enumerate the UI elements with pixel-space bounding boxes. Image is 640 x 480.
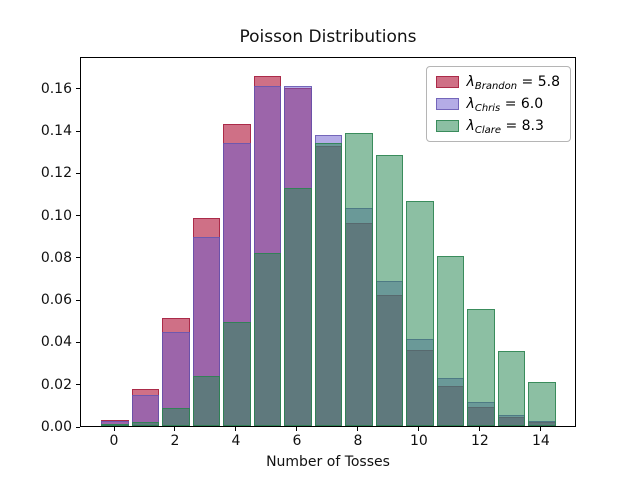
- x-tick-label-8: 8: [353, 433, 363, 449]
- y-tick-mark-0.10: [76, 215, 80, 217]
- legend-value-brandon: = 5.8: [517, 74, 560, 90]
- bar-clare-6: [284, 187, 312, 426]
- y-tick-mark-0.00: [76, 426, 80, 428]
- bar-clare-1: [131, 421, 160, 426]
- x-tick-mark-6: [296, 427, 298, 431]
- bar-clare-0: [101, 424, 129, 426]
- legend-swatch-brandon: [435, 76, 459, 88]
- y-tick-mark-0.04: [76, 341, 80, 343]
- x-axis-label: Number of Tosses: [266, 454, 390, 470]
- bar-clare-11: [436, 256, 465, 426]
- x-tick-label-4: 4: [231, 433, 241, 449]
- bar-clare-8: [345, 132, 373, 426]
- y-tick-mark-0.16: [76, 88, 80, 90]
- x-tick-label-14: 14: [532, 433, 550, 449]
- legend: λBrandon = 5.8 λChris = 6.0 λClare = 8.3: [425, 66, 571, 142]
- y-tick-label-0.10: 0.10: [40, 207, 72, 224]
- legend-value-chris: = 6.0: [500, 96, 544, 112]
- y-tick-mark-0.12: [76, 172, 80, 174]
- legend-row-clare: λClare = 8.3: [435, 118, 560, 136]
- legend-subscript-brandon: Brandon: [474, 81, 518, 92]
- x-tick-mark-2: [174, 427, 176, 431]
- x-tick-label-2: 2: [170, 433, 180, 449]
- x-tick-mark-8: [357, 427, 359, 431]
- x-tick-mark-10: [418, 427, 420, 431]
- x-tick-label-0: 0: [109, 433, 119, 449]
- x-tick-label-10: 10: [410, 433, 428, 449]
- legend-swatch-chris: [435, 98, 459, 110]
- bar-clare-12: [467, 308, 495, 426]
- bar-clare-9: [375, 155, 404, 426]
- bars-layer: [81, 58, 575, 426]
- x-tick-mark-0: [113, 427, 115, 431]
- y-tick-label-0.06: 0.06: [40, 292, 72, 309]
- bar-clare-14: [528, 381, 556, 426]
- bar-clare-5: [253, 253, 282, 426]
- y-tick-label-0.08: 0.08: [40, 249, 72, 266]
- legend-value-clare: = 8.3: [501, 118, 544, 134]
- legend-lambda-symbol: λ: [466, 118, 475, 134]
- x-tick-mark-4: [235, 427, 237, 431]
- y-tick-mark-0.14: [76, 130, 80, 132]
- legend-label-brandon: λBrandon = 5.8: [466, 74, 560, 92]
- bar-clare-4: [223, 322, 251, 426]
- legend-label-chris: λChris = 6.0: [466, 96, 544, 114]
- x-tick-label-6: 6: [292, 433, 302, 449]
- y-tick-mark-0.08: [76, 257, 80, 259]
- y-tick-label-0.12: 0.12: [40, 165, 72, 182]
- plot-area: λBrandon = 5.8 λChris = 6.0 λClare = 8.3: [80, 57, 576, 427]
- bar-clare-3: [192, 375, 221, 426]
- x-tick-label-12: 12: [471, 433, 489, 449]
- legend-swatch-clare: [435, 120, 459, 132]
- y-tick-label-0.04: 0.04: [40, 334, 72, 351]
- chart-title: Poisson Distributions: [239, 27, 417, 47]
- bar-clare-10: [406, 201, 434, 426]
- x-tick-mark-12: [479, 427, 481, 431]
- bar-clare-13: [497, 351, 526, 426]
- y-tick-label-0.16: 0.16: [40, 80, 72, 97]
- legend-subscript-clare: Clare: [474, 125, 501, 136]
- bar-clare-7: [314, 143, 343, 426]
- y-tick-mark-0.02: [76, 384, 80, 386]
- y-tick-label-0.00: 0.00: [40, 419, 72, 435]
- y-tick-label-0.02: 0.02: [40, 376, 72, 393]
- legend-row-brandon: λBrandon = 5.8: [435, 74, 560, 92]
- legend-label-clare: λClare = 8.3: [466, 118, 544, 136]
- y-tick-label-0.14: 0.14: [40, 123, 72, 139]
- y-tick-mark-0.06: [76, 299, 80, 301]
- legend-row-chris: λChris = 6.0: [435, 96, 560, 114]
- legend-lambda-symbol: λ: [466, 74, 475, 90]
- bar-clare-2: [162, 407, 190, 426]
- legend-subscript-chris: Chris: [474, 103, 501, 114]
- x-tick-mark-14: [540, 427, 542, 431]
- legend-lambda-symbol: λ: [466, 96, 475, 112]
